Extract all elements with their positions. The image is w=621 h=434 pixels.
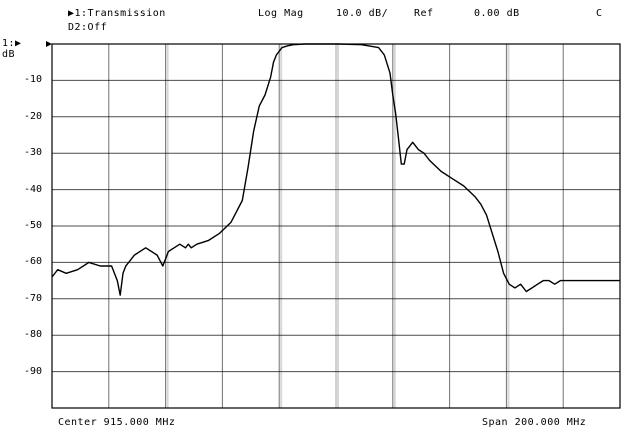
span-frequency: Span 200.000 MHz xyxy=(482,417,586,429)
center-frequency: Center 915.000 MHz xyxy=(58,417,175,429)
reference-arrow-icon xyxy=(46,41,52,47)
